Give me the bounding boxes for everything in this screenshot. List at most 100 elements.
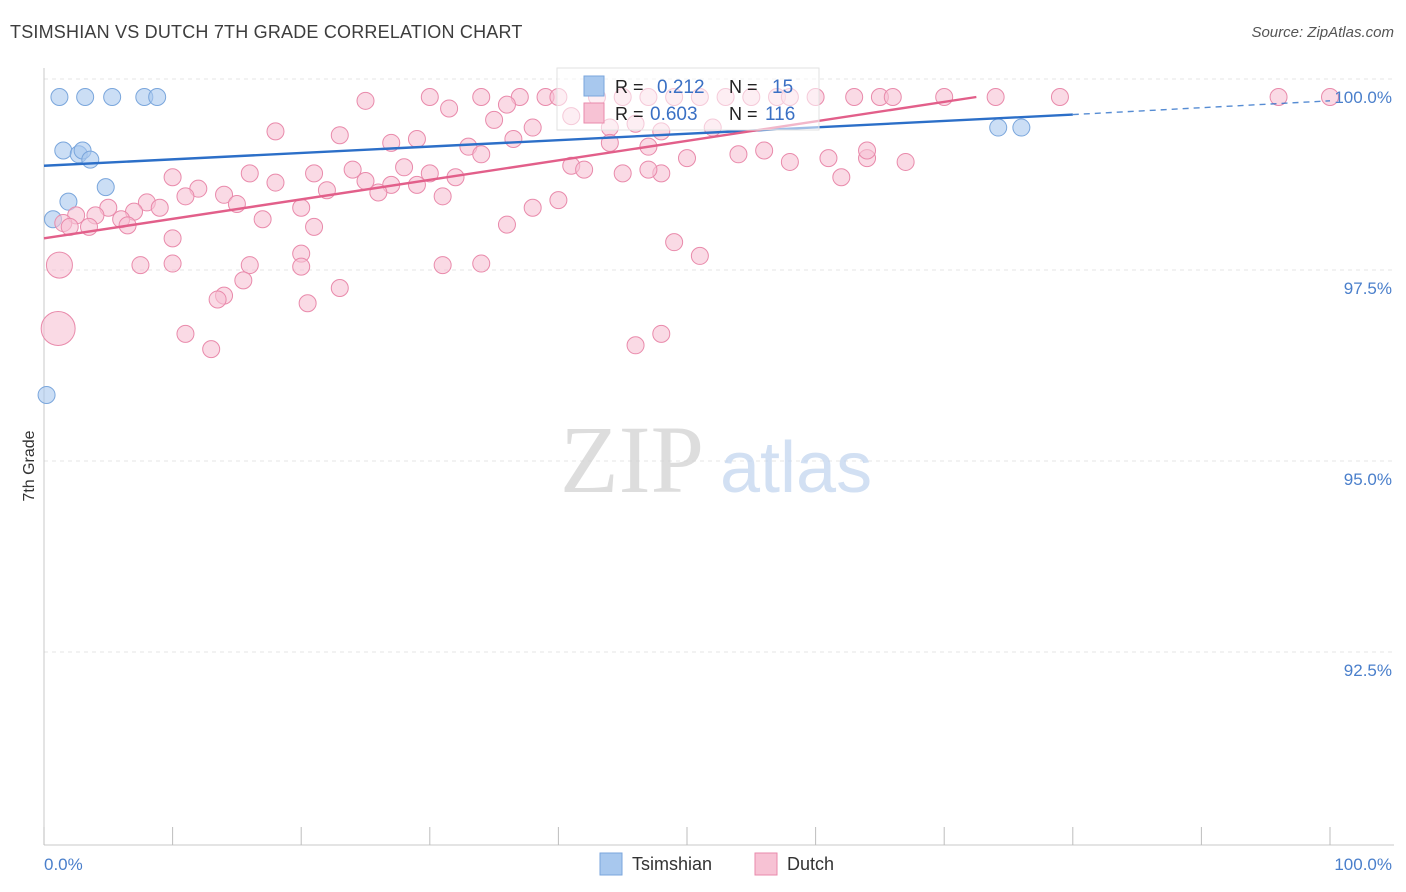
point-dutch-26 bbox=[485, 110, 504, 129]
y-tick-label-0: 100.0% bbox=[1334, 88, 1392, 107]
point-dutch-34 bbox=[330, 126, 349, 145]
point-tsimshian-9 bbox=[96, 178, 115, 197]
point-dutch-43 bbox=[729, 145, 748, 164]
point-dutch-102 bbox=[176, 324, 195, 343]
point-dutch-92 bbox=[240, 256, 259, 275]
point-dutch-94 bbox=[433, 256, 452, 275]
point-dutch-16 bbox=[845, 88, 864, 106]
point-dutch-51 bbox=[420, 164, 439, 183]
point-dutch-58 bbox=[163, 168, 182, 187]
stats-box: R = 0.212 N = 15 R = 0.603 N = 116 bbox=[556, 67, 820, 131]
trend-line-dutch bbox=[43, 95, 977, 240]
point-dutch-68 bbox=[433, 187, 452, 206]
point-dutch-105 bbox=[626, 336, 645, 355]
point-dutch-111 bbox=[40, 310, 76, 346]
point-dutch-48 bbox=[305, 164, 324, 183]
y-tick-label-1: 97.5% bbox=[1344, 279, 1392, 298]
point-dutch-109 bbox=[858, 141, 877, 160]
x-tick-label-max: 100.0% bbox=[1334, 855, 1392, 874]
stats-swatch-dutch bbox=[583, 102, 605, 124]
point-dutch-107 bbox=[780, 152, 799, 171]
point-dutch-110 bbox=[45, 251, 73, 279]
point-dutch-63 bbox=[407, 175, 426, 194]
point-dutch-86 bbox=[497, 215, 516, 234]
stats-n-label-dutch: N = bbox=[729, 104, 758, 124]
point-dutch-47 bbox=[896, 152, 915, 171]
stats-r-value-dutch: 0.603 bbox=[650, 104, 698, 125]
legend-swatch-tsimshian bbox=[599, 852, 623, 876]
watermark-atlas: atlas bbox=[720, 428, 872, 508]
point-dutch-74 bbox=[150, 198, 169, 217]
y-tick-label-2: 95.0% bbox=[1344, 470, 1392, 489]
point-dutch-49 bbox=[343, 160, 362, 179]
x-tick-label-min: 0.0% bbox=[44, 855, 83, 874]
point-dutch-0 bbox=[356, 91, 375, 110]
stats-r-value-tsimshian: 0.212 bbox=[657, 77, 705, 98]
point-dutch-87 bbox=[163, 229, 182, 248]
point-dutch-70 bbox=[549, 191, 568, 210]
point-dutch-97 bbox=[234, 271, 253, 290]
point-dutch-39 bbox=[472, 145, 491, 164]
stats-swatch-tsimshian bbox=[583, 75, 605, 97]
chart-title: TSIMSHIAN VS DUTCH 7TH GRADE CORRELATION… bbox=[10, 22, 523, 42]
point-dutch-84 bbox=[253, 210, 272, 229]
legend: Tsimshian Dutch bbox=[599, 852, 834, 876]
point-tsimshian-5 bbox=[54, 141, 73, 160]
point-dutch-64 bbox=[176, 187, 195, 206]
point-tsimshian-0 bbox=[50, 88, 69, 106]
point-dutch-93 bbox=[292, 257, 311, 276]
point-dutch-101 bbox=[298, 294, 317, 313]
point-dutch-54 bbox=[575, 160, 594, 179]
point-tsimshian-12 bbox=[37, 385, 56, 404]
grid bbox=[44, 78, 1394, 653]
point-tsimshian-1 bbox=[76, 88, 95, 106]
point-dutch-37 bbox=[504, 130, 523, 149]
stats-r-label-tsimshian: R = bbox=[615, 77, 644, 97]
y-tick-labels: 100.0% 97.5% 95.0% 92.5% bbox=[1334, 88, 1392, 680]
point-dutch-69 bbox=[523, 198, 542, 217]
watermark-zip: ZIP bbox=[560, 406, 704, 513]
point-tsimshian-2 bbox=[103, 88, 122, 106]
point-dutch-35 bbox=[407, 130, 426, 149]
point-dutch-85 bbox=[305, 217, 324, 236]
stats-n-value-dutch: 116 bbox=[765, 104, 795, 125]
point-dutch-108 bbox=[832, 168, 851, 187]
legend-label-tsimshian: Tsimshian bbox=[632, 854, 712, 874]
point-dutch-18 bbox=[883, 88, 902, 106]
trend-line-tsimshian-projection bbox=[1072, 100, 1331, 116]
point-dutch-57 bbox=[240, 164, 259, 183]
point-dutch-95 bbox=[472, 254, 491, 273]
point-dutch-50 bbox=[395, 158, 414, 177]
stats-r-label-dutch: R = bbox=[615, 104, 644, 124]
point-dutch-55 bbox=[613, 164, 632, 183]
trend-lines bbox=[43, 95, 1331, 240]
point-dutch-65 bbox=[215, 185, 234, 204]
point-dutch-90 bbox=[131, 256, 150, 275]
stats-n-label-tsimshian: N = bbox=[729, 77, 758, 97]
point-dutch-45 bbox=[819, 149, 838, 168]
point-dutch-60 bbox=[266, 173, 285, 192]
point-tsimshian-14 bbox=[1012, 118, 1031, 137]
point-dutch-27 bbox=[523, 118, 542, 137]
point-tsimshian-4 bbox=[148, 88, 167, 106]
source-credit[interactable]: Source: ZipAtlas.com bbox=[1251, 24, 1394, 41]
point-dutch-24 bbox=[440, 99, 459, 118]
legend-swatch-dutch bbox=[754, 852, 778, 876]
point-dutch-106 bbox=[639, 160, 658, 179]
point-dutch-98 bbox=[330, 279, 349, 297]
point-dutch-96 bbox=[690, 246, 709, 265]
point-dutch-1 bbox=[420, 88, 439, 106]
stats-n-value-tsimshian: 15 bbox=[772, 77, 793, 98]
y-axis-label: 7th Grade bbox=[21, 430, 38, 501]
legend-label-dutch: Dutch bbox=[787, 854, 834, 874]
trend-line-tsimshian bbox=[43, 113, 1073, 167]
legend-item-tsimshian[interactable]: Tsimshian bbox=[599, 852, 712, 876]
point-dutch-20 bbox=[986, 88, 1005, 106]
legend-item-dutch[interactable]: Dutch bbox=[754, 852, 834, 876]
data-points bbox=[37, 88, 1339, 404]
point-dutch-88 bbox=[665, 233, 684, 252]
point-tsimshian-10 bbox=[59, 192, 78, 211]
point-dutch-71 bbox=[292, 198, 311, 217]
point-dutch-21 bbox=[1050, 88, 1069, 106]
